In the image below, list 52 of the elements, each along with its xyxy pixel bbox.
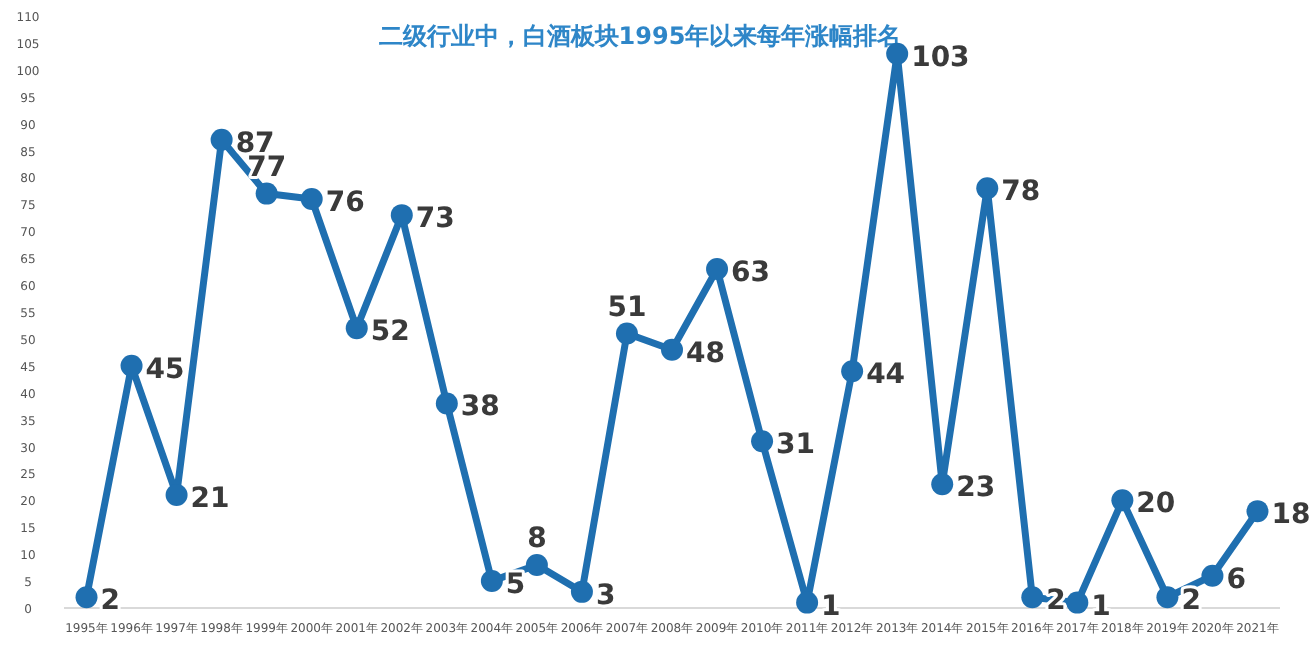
point [1156,586,1179,609]
data-label: 23 [956,472,996,505]
point [525,553,548,576]
data-label: 21 [190,482,230,515]
data-label: 1 [1091,590,1111,623]
point [1246,500,1269,523]
data-label: 8 [527,522,547,555]
data-label: 45 [145,353,185,386]
point [390,204,413,227]
point [75,586,98,609]
data-label: 44 [866,359,906,392]
data-label: 1 [821,590,841,623]
point [570,580,593,603]
data-label: 38 [460,391,500,424]
data-label: 31 [776,429,816,462]
point [751,430,774,453]
point [1111,489,1134,512]
data-label: 3 [595,579,616,612]
data-label: 51 [607,291,647,324]
data-label: 5 [505,569,526,602]
point [435,392,458,415]
data-label: 20 [1136,488,1176,521]
point [165,483,188,506]
data-label: 6 [1226,563,1246,596]
data-label: 2 [1046,585,1066,618]
data-label: 2 [100,585,121,618]
data-label: 76 [325,186,365,219]
point [1201,564,1224,587]
point [255,182,278,205]
point [210,128,233,151]
data-label: 103 [911,41,970,74]
data-label: 18 [1271,499,1311,532]
point [1066,591,1089,614]
point [345,317,368,340]
point [931,473,954,496]
data-label: 2 [1181,585,1201,618]
point [706,257,729,280]
data-label: 77 [247,151,287,184]
point [661,338,683,361]
data-label: 48 [686,337,725,370]
point [841,360,864,383]
data-label: 63 [731,256,771,289]
point [1021,586,1044,609]
point [976,177,999,200]
data-label: 52 [370,316,410,349]
data-label: 73 [415,203,455,236]
point [300,187,323,210]
point [120,354,143,377]
point [480,570,503,593]
point [615,322,638,345]
data-label: 78 [1001,176,1041,209]
point [796,591,819,614]
